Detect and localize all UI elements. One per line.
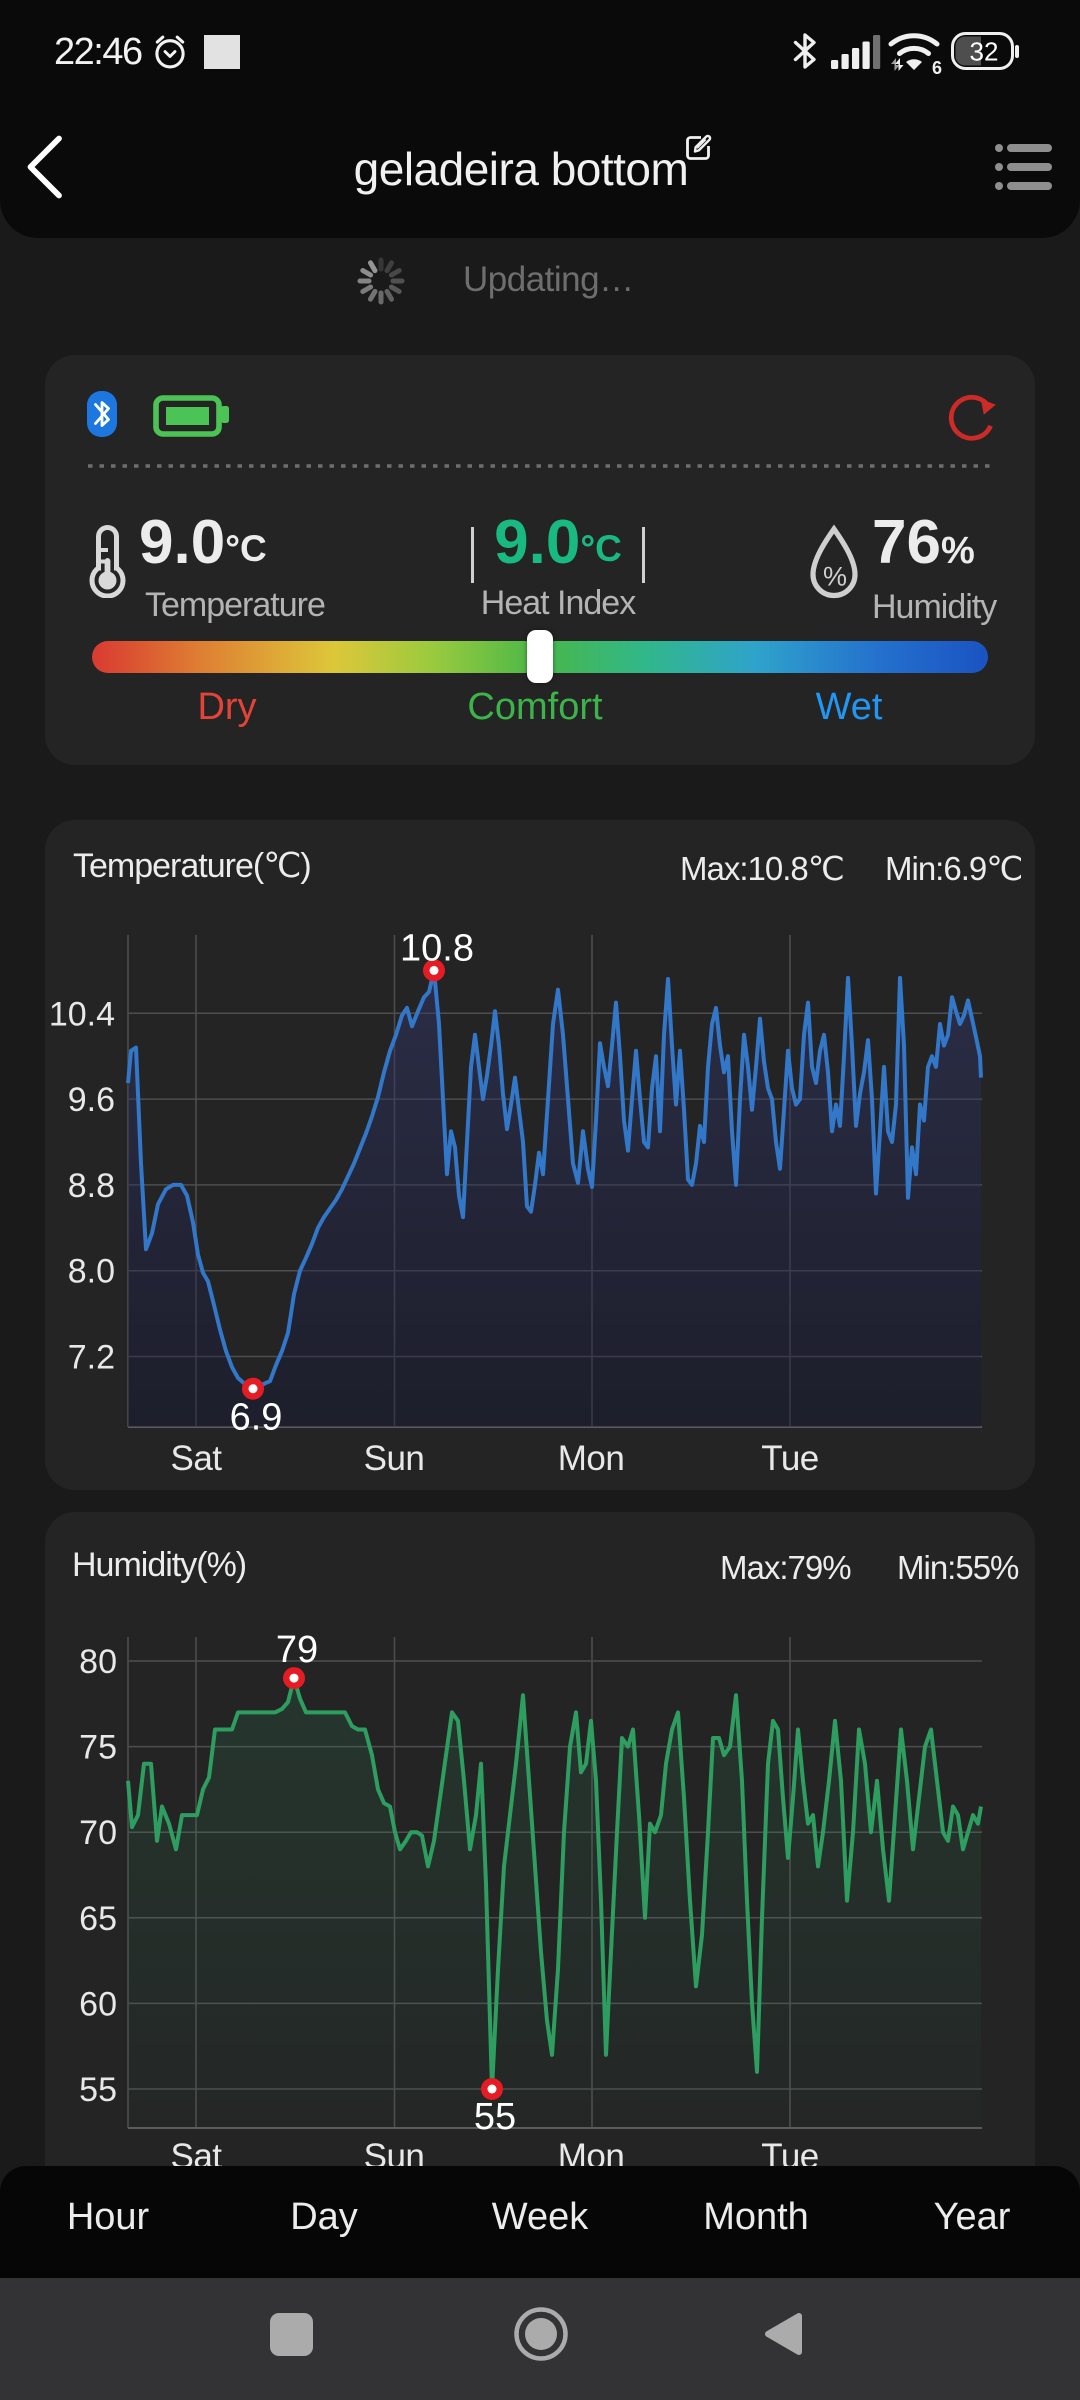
svg-text:%: % — [823, 562, 847, 592]
svg-text:7.2: 7.2 — [68, 1339, 115, 1377]
svg-text:80: 80 — [79, 1643, 117, 1681]
svg-text:60: 60 — [79, 1985, 117, 2023]
svg-text:8.0: 8.0 — [68, 1253, 115, 1291]
svg-text:8.8: 8.8 — [68, 1167, 115, 1205]
svg-text:55: 55 — [474, 2096, 516, 2138]
svg-text:6.9: 6.9 — [230, 1397, 283, 1439]
svg-text:55: 55 — [79, 2071, 117, 2109]
svg-text:Tue: Tue — [761, 1439, 819, 1478]
svg-text:70: 70 — [79, 1814, 117, 1852]
svg-text:32: 32 — [970, 37, 999, 67]
svg-text:Sat: Sat — [170, 1439, 222, 1478]
svg-text:10.8: 10.8 — [400, 927, 474, 969]
svg-text:75: 75 — [79, 1729, 117, 1767]
svg-text:79: 79 — [276, 1629, 318, 1671]
svg-text:65: 65 — [79, 1900, 117, 1938]
svg-text:Sun: Sun — [364, 1439, 425, 1478]
svg-text:Mon: Mon — [558, 1439, 625, 1478]
svg-text:6: 6 — [932, 58, 942, 75]
svg-text:10.4: 10.4 — [49, 995, 115, 1033]
svg-text:9.6: 9.6 — [68, 1081, 115, 1119]
